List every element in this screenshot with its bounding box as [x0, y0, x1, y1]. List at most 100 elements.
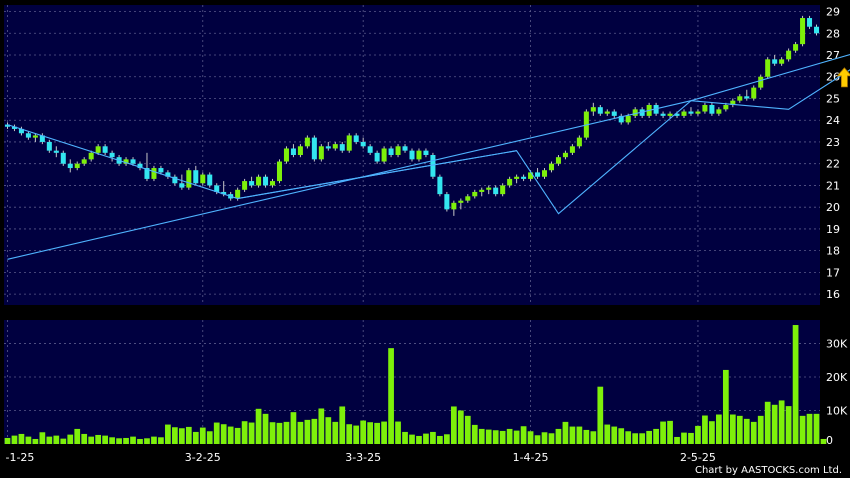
volume-bar: [130, 436, 136, 444]
candle-body: [18, 128, 24, 134]
volume-bar: [646, 430, 652, 444]
candle-body: [11, 126, 17, 129]
volume-bars: [4, 325, 827, 444]
candle-body: [74, 163, 80, 169]
volume-bar: [513, 430, 520, 444]
candle-body: [32, 135, 38, 138]
candle-body: [528, 172, 534, 179]
candle-body: [458, 200, 464, 203]
volume-bar: [771, 404, 778, 444]
volume-bar: [590, 431, 597, 444]
volume-bar: [311, 418, 318, 444]
volume-bar: [262, 413, 269, 444]
volume-bar: [255, 408, 262, 444]
volume-bar: [450, 406, 457, 444]
volume-bar: [702, 415, 708, 444]
candle-body: [500, 185, 506, 195]
volume-bar: [234, 427, 241, 444]
candle-body: [618, 115, 624, 123]
price-tick-label: 18: [826, 245, 840, 258]
candle-body: [81, 159, 87, 164]
price-tick-label: 27: [826, 49, 840, 62]
volume-bar: [611, 426, 618, 444]
volume-bar: [681, 432, 687, 444]
candle-body: [723, 105, 729, 110]
volume-bar: [137, 438, 143, 444]
volume-bar: [332, 421, 339, 444]
volume-bar: [457, 410, 464, 444]
candle-body: [744, 96, 750, 99]
candle-body: [297, 146, 303, 155]
candle-body: [332, 144, 338, 149]
volume-bar: [743, 418, 750, 444]
volume-panel: 0 10K 20K 30K: [4, 320, 848, 447]
candle-body: [709, 105, 715, 114]
candle-body: [270, 181, 276, 186]
volume-bar: [283, 421, 290, 444]
volume-bar: [192, 431, 199, 444]
volume-bar: [109, 437, 115, 444]
price-tick-label: 19: [826, 223, 840, 236]
volume-bar: [667, 420, 673, 444]
candle-body: [283, 148, 289, 162]
volume-bar: [318, 408, 325, 444]
volume-bar: [569, 426, 576, 444]
volume-bar: [53, 435, 60, 444]
candle-body: [716, 109, 722, 114]
candle-body: [325, 146, 331, 149]
volume-tick-label: 0: [826, 434, 833, 447]
volume-bar: [416, 435, 422, 444]
candle-body: [493, 187, 499, 195]
volume-bar: [165, 424, 171, 444]
candle-body: [172, 176, 178, 184]
candle-body: [569, 146, 575, 153]
volume-bar: [632, 433, 639, 444]
volume-bar: [339, 406, 346, 444]
volume-bar: [39, 432, 46, 444]
volume-bar: [395, 421, 401, 444]
volume-bar: [206, 431, 213, 444]
candle-body: [158, 168, 164, 173]
price-tick-label: 23: [826, 136, 840, 149]
candle-body: [751, 87, 757, 99]
volume-bar: [60, 438, 67, 444]
candle-body: [249, 181, 255, 186]
candle-body: [60, 152, 66, 164]
candle-body: [339, 144, 345, 151]
volume-bar: [388, 348, 394, 444]
volume-bar: [541, 432, 548, 444]
volume-bar: [597, 386, 604, 444]
candle-body: [193, 170, 199, 184]
volume-bar: [374, 422, 380, 444]
candle-body: [548, 163, 554, 171]
volume-bar: [74, 428, 81, 444]
price-tick-label: 25: [826, 92, 840, 105]
candle-body: [39, 135, 45, 142]
candle-body: [88, 152, 94, 160]
candle-body: [318, 146, 324, 160]
volume-bar: [276, 422, 283, 444]
candle-body: [472, 191, 478, 197]
volume-bar: [583, 429, 590, 444]
candle-body: [53, 150, 59, 153]
candle-body: [409, 150, 415, 160]
volume-bar: [367, 422, 374, 444]
candle-body: [625, 115, 631, 123]
candle-body: [632, 109, 638, 116]
candle-body: [144, 168, 150, 179]
volume-bar: [792, 325, 799, 444]
volume-tick-label: 10K: [826, 404, 848, 417]
volume-bar: [799, 415, 806, 444]
candle-body: [737, 96, 743, 101]
x-tick-label: -1-25: [5, 451, 34, 464]
candle-body: [765, 59, 771, 77]
candle-body: [430, 155, 436, 177]
candle-body: [67, 163, 73, 169]
candle-body: [360, 141, 366, 147]
volume-bar: [437, 435, 443, 444]
candle-body: [542, 170, 548, 177]
volume-bar: [381, 421, 387, 444]
price-tick-label: 24: [826, 114, 840, 127]
copyright-text: Chart by AASTOCKS.com Ltd.: [694, 465, 842, 476]
